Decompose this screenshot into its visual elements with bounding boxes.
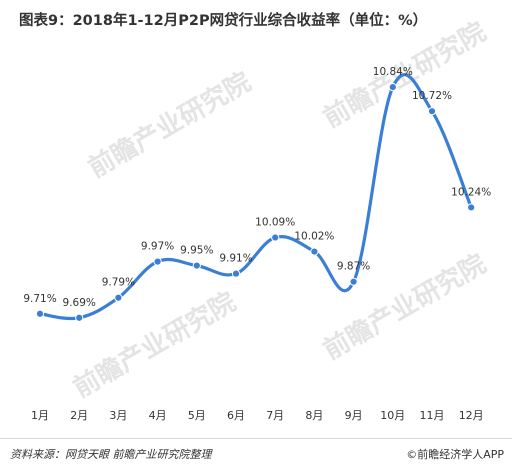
data-point bbox=[231, 269, 241, 278]
data-point bbox=[388, 82, 397, 92]
data-point bbox=[349, 277, 358, 286]
x-tick-label: 2月 bbox=[70, 409, 88, 422]
data-label: 9.79% bbox=[102, 277, 135, 289]
data-label: 9.97% bbox=[141, 241, 174, 253]
data-labels: 9.71% 9.69% 9.79% 9.97% 9.95% 9.91% 10.09% 10.0… bbox=[23, 66, 491, 309]
chart-title: 图表9：2018年1-12月P2P网贷行业综合收益率（单位：%） bbox=[19, 13, 428, 29]
x-tick-label: 10月 bbox=[380, 409, 405, 422]
data-label: 9.69% bbox=[63, 297, 96, 309]
data-point bbox=[192, 261, 201, 270]
x-tick-label: 3月 bbox=[109, 409, 127, 422]
data-label: 10.09% bbox=[255, 217, 295, 229]
data-label: 10.02% bbox=[294, 231, 334, 243]
brand-credit: ©前瞻经济学人APP bbox=[406, 448, 504, 461]
x-tick-label: 4月 bbox=[149, 409, 167, 422]
watermark-text: 前瞻产业研究院 bbox=[83, 66, 256, 184]
data-label: 9.87% bbox=[337, 261, 370, 273]
x-axis-tick-labels: 1月 2月 3月 4月 5月 6月 7月 8月 9月 10月 11月 12月 bbox=[31, 409, 484, 422]
x-tick-label: 1月 bbox=[31, 409, 49, 422]
data-point bbox=[153, 257, 162, 266]
x-tick-label: 8月 bbox=[305, 409, 323, 422]
data-point bbox=[467, 203, 476, 212]
x-tick-label: 9月 bbox=[345, 409, 363, 422]
data-point bbox=[35, 309, 45, 318]
x-tick-label: 12月 bbox=[459, 409, 484, 422]
series-line-group bbox=[35, 73, 476, 322]
data-point bbox=[75, 313, 84, 322]
x-tick-label: 6月 bbox=[227, 409, 245, 422]
data-label: 9.95% bbox=[180, 245, 213, 257]
data-label: 9.91% bbox=[219, 253, 252, 265]
x-tick-label: 5月 bbox=[188, 409, 206, 422]
source-note: 资料来源：网贷天眼 前瞻产业研究院整理 bbox=[10, 448, 212, 461]
data-point bbox=[271, 233, 280, 242]
x-tick-label: 11月 bbox=[420, 409, 445, 422]
x-tick-label: 7月 bbox=[266, 409, 284, 422]
data-point bbox=[427, 107, 437, 116]
data-label: 10.72% bbox=[412, 90, 452, 102]
data-label: 9.71% bbox=[23, 293, 56, 305]
data-label: 10.24% bbox=[451, 186, 491, 198]
data-point bbox=[310, 247, 319, 256]
footer-divider bbox=[0, 438, 512, 439]
data-point bbox=[114, 293, 123, 302]
data-label: 10.84% bbox=[373, 66, 413, 78]
